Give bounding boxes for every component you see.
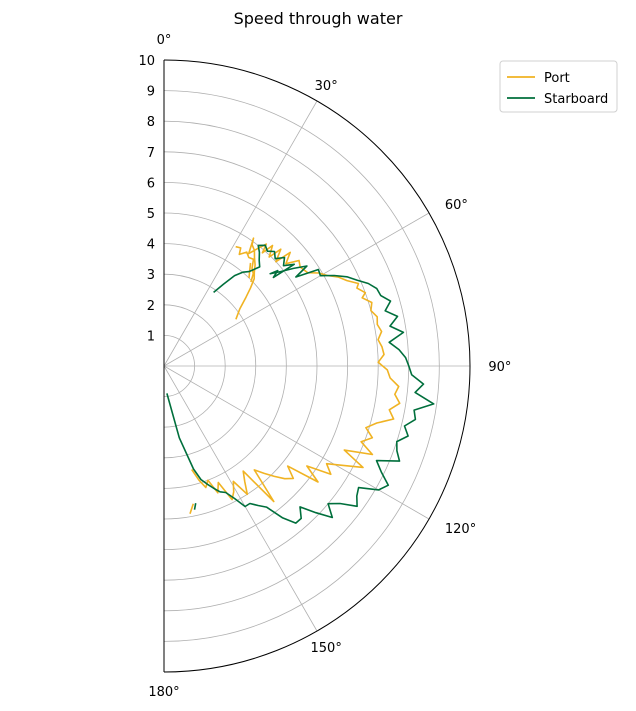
angular-gridline-30 <box>163 100 318 367</box>
outer-arc <box>163 59 471 673</box>
theta-tick-label-90: 90° <box>488 360 511 375</box>
polar-frame <box>163 59 471 673</box>
angular-gridline-60 <box>163 212 430 367</box>
r-tick-label-8: 8 <box>147 115 155 130</box>
legend-box <box>499 60 618 113</box>
theta-tick-label-120: 120° <box>445 522 476 537</box>
angular-tick-labels: 0° 30° 60° 90° 120° 150° 180° <box>148 33 511 700</box>
theta-tick-label-60: 60° <box>445 198 468 213</box>
radial-tick-labels: 1 2 3 4 5 6 7 8 9 10 <box>138 54 155 344</box>
r-tick-label-7: 7 <box>147 146 155 161</box>
angular-gridlines <box>163 100 470 632</box>
legend-label-starboard: Starboard <box>544 92 608 107</box>
r-tick-label-3: 3 <box>147 268 155 283</box>
r-tick-label-4: 4 <box>147 238 155 253</box>
r-tick-label-10: 10 <box>138 54 155 69</box>
angular-gridline-150 <box>163 365 318 632</box>
r-tick-label-5: 5 <box>147 207 155 222</box>
series-lines <box>166 237 435 524</box>
r-tick-label-2: 2 <box>147 299 155 314</box>
angular-gridline-120 <box>163 365 430 520</box>
series-line-port-0 <box>235 245 255 283</box>
chart-title: Speed through water <box>234 9 403 28</box>
series-line-starboard-1 <box>193 503 197 510</box>
series-line-port-3 <box>189 503 195 514</box>
theta-tick-label-150: 150° <box>311 641 342 656</box>
series-line-port-2 <box>191 237 401 503</box>
r-tick-label-1: 1 <box>147 329 155 344</box>
legend-label-port: Port <box>544 71 570 86</box>
series-line-starboard-0 <box>166 244 435 524</box>
theta-tick-label-180: 180° <box>148 685 179 700</box>
theta-tick-label-0: 0° <box>157 33 172 48</box>
theta-tick-label-30: 30° <box>315 79 338 94</box>
r-tick-label-6: 6 <box>147 176 155 191</box>
r-tick-label-9: 9 <box>147 85 155 100</box>
legend: Port Starboard <box>499 60 618 113</box>
